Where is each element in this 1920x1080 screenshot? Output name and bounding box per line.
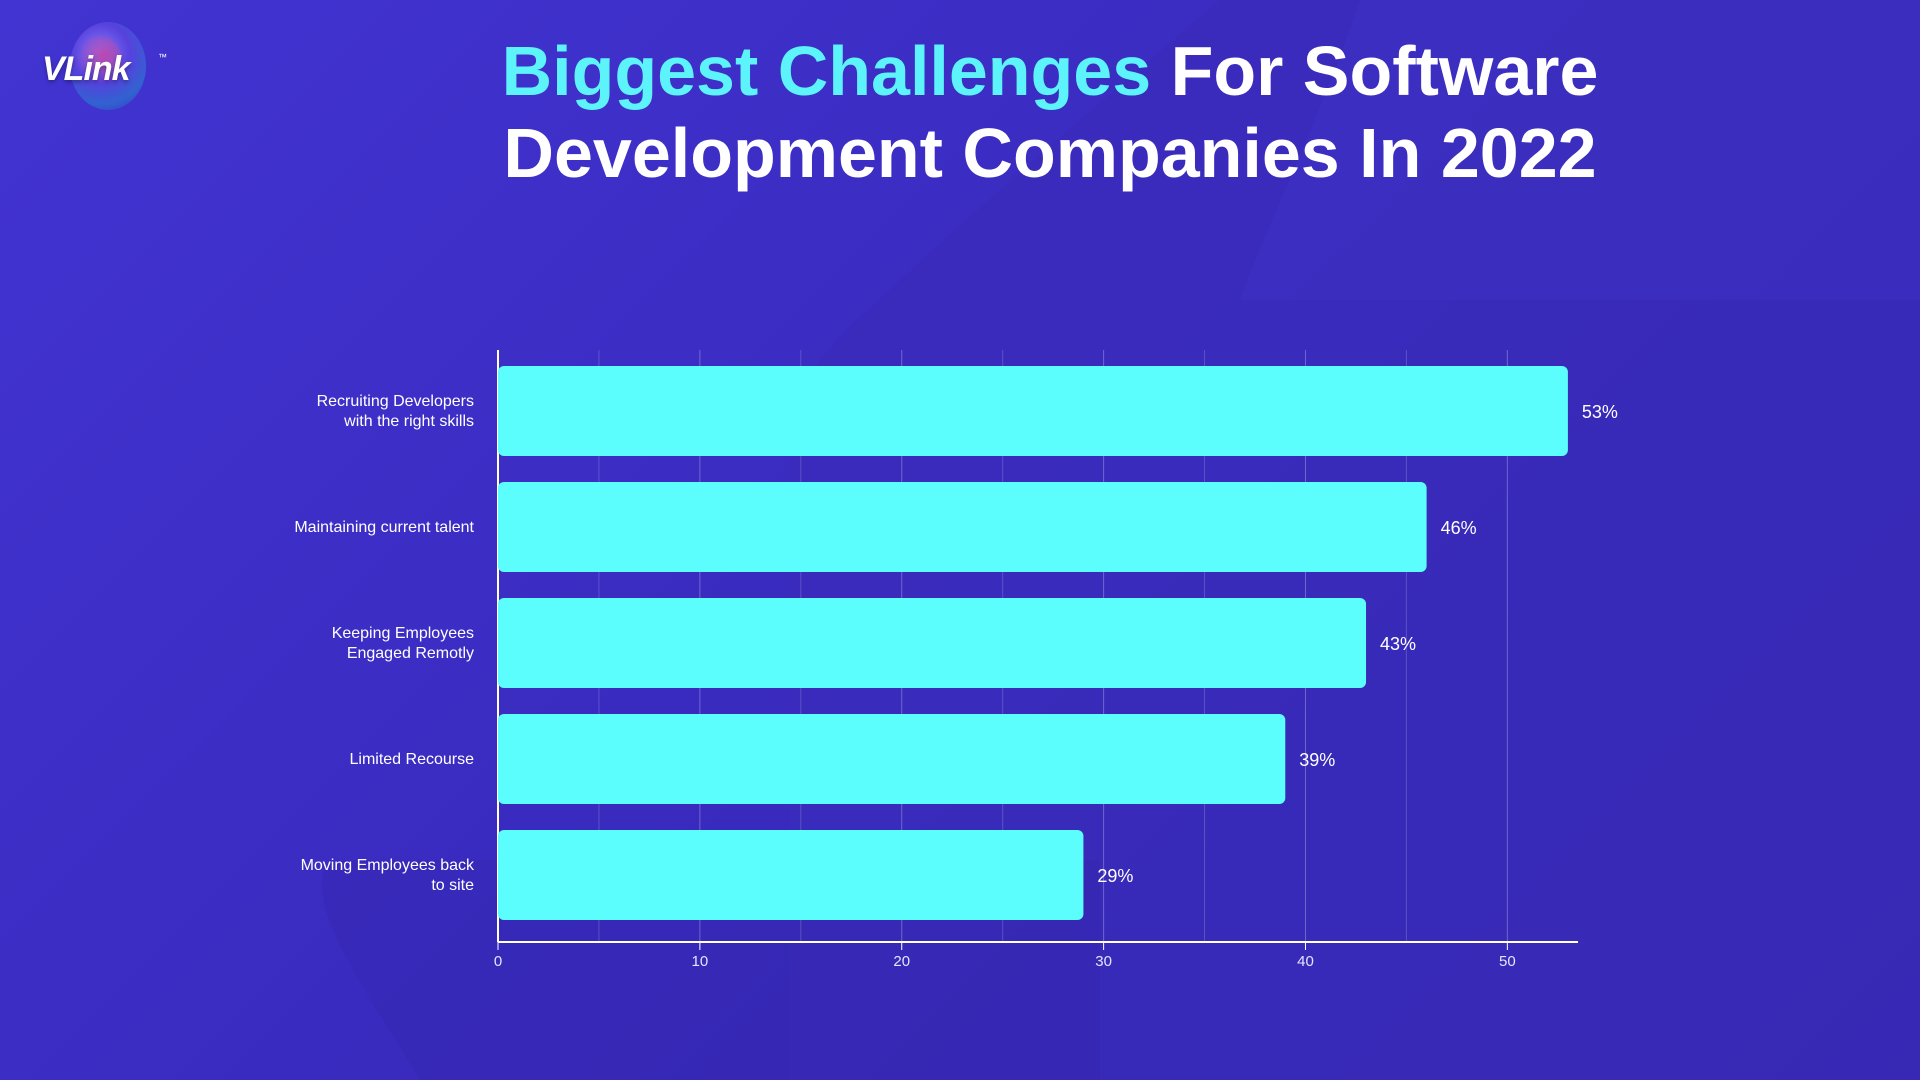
- data-label: 39%: [1299, 750, 1335, 770]
- title-highlight: Biggest Challenges: [501, 32, 1152, 110]
- x-tick-label: 30: [1095, 953, 1112, 970]
- bar: [498, 482, 1427, 572]
- category-label-line: Keeping Employees: [332, 625, 474, 642]
- data-label: 46%: [1441, 518, 1477, 538]
- data-label: 53%: [1582, 402, 1618, 422]
- x-tick-label: 10: [692, 953, 709, 970]
- page-title: Biggest Challenges For Software Developm…: [300, 30, 1800, 194]
- x-tick-label: 0: [494, 953, 502, 970]
- category-label-line: Maintaining current talent: [294, 519, 474, 536]
- globe-icon: [70, 22, 146, 110]
- category-label: Moving Employees back to site: [301, 857, 475, 894]
- data-label: 43%: [1380, 634, 1416, 654]
- category-label-line: Engaged Remotly: [347, 645, 474, 662]
- category-label: Keeping Employees Engaged Remotly: [332, 625, 474, 662]
- bar: [498, 598, 1367, 688]
- bar: [498, 714, 1286, 804]
- category-label: Recruiting Developers with the right skil…: [317, 393, 474, 430]
- category-label-line: Limited Recourse: [350, 751, 475, 768]
- category-label-line: with the right skills: [343, 413, 474, 430]
- data-label: 29%: [1097, 866, 1133, 886]
- logo-text: VLink: [42, 50, 131, 88]
- category-label: Maintaining current talent: [294, 519, 474, 536]
- category-label-line: Moving Employees back: [301, 857, 475, 874]
- title-rest: For Software Development Companies In 20…: [503, 32, 1599, 192]
- vlink-logo[interactable]: VLink ™: [38, 20, 178, 115]
- x-tick-label: 20: [893, 953, 910, 970]
- category-label: Limited Recourse: [350, 751, 475, 768]
- category-label-line: to site: [431, 877, 474, 894]
- category-label-line: Recruiting Developers: [317, 393, 474, 410]
- trademark-symbol: ™: [158, 52, 167, 62]
- bar: [498, 366, 1568, 456]
- x-tick-label: 50: [1499, 953, 1516, 970]
- x-tick-label: 40: [1297, 953, 1314, 970]
- bar: [498, 830, 1084, 920]
